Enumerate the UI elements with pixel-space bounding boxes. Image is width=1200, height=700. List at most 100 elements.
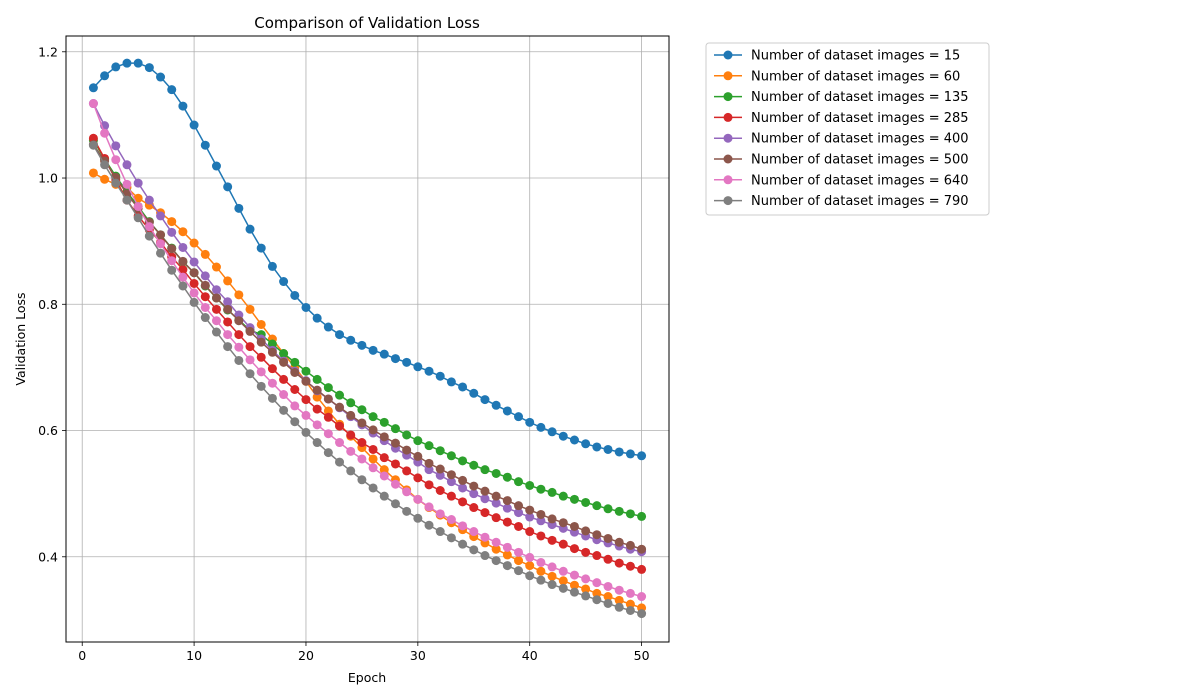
- data-point: [223, 330, 233, 340]
- data-point: [346, 466, 356, 476]
- data-point: [267, 378, 277, 388]
- data-point: [178, 265, 188, 275]
- data-point: [402, 430, 412, 440]
- data-point: [480, 395, 490, 405]
- data-point: [245, 224, 255, 234]
- data-point: [469, 460, 479, 470]
- data-point: [592, 530, 602, 540]
- data-point: [547, 427, 557, 437]
- data-point: [111, 141, 121, 151]
- data-point: [558, 576, 568, 586]
- data-point: [435, 486, 445, 495]
- data-point: [223, 297, 233, 307]
- data-point: [547, 514, 557, 524]
- data-point: [592, 595, 602, 605]
- data-point: [424, 458, 434, 468]
- data-point: [424, 465, 434, 475]
- data-point: [525, 561, 535, 571]
- data-point: [279, 357, 289, 367]
- legend-swatch-marker: [723, 175, 733, 185]
- data-point: [625, 509, 635, 519]
- legend-label: Number of dataset images = 790: [751, 194, 969, 209]
- data-point: [211, 304, 221, 314]
- data-point: [625, 588, 635, 598]
- data-point: [178, 227, 188, 237]
- data-point: [469, 545, 479, 555]
- data-point: [614, 447, 624, 457]
- data-point: [144, 195, 154, 205]
- data-point: [502, 517, 512, 527]
- data-point: [189, 268, 199, 278]
- data-point: [424, 480, 434, 490]
- data-point: [502, 542, 512, 552]
- data-point: [312, 420, 322, 430]
- data-point: [469, 489, 479, 499]
- data-point: [357, 418, 367, 428]
- data-point: [525, 552, 535, 562]
- data-point: [167, 85, 177, 95]
- data-point: [514, 477, 524, 487]
- data-point: [346, 398, 356, 408]
- data-point: [267, 261, 277, 271]
- data-point: [200, 249, 210, 259]
- data-point: [402, 487, 412, 497]
- data-point: [603, 598, 613, 608]
- data-point: [480, 465, 490, 475]
- data-point: [569, 494, 579, 504]
- data-point: [346, 410, 356, 420]
- data-point: [637, 609, 647, 619]
- data-point: [413, 494, 423, 504]
- data-point: [245, 342, 255, 352]
- data-point: [502, 503, 512, 513]
- data-point: [368, 444, 378, 454]
- data-point: [88, 83, 98, 93]
- data-point: [390, 424, 400, 434]
- data-point: [491, 544, 501, 554]
- data-point: [211, 293, 221, 303]
- data-point: [256, 243, 266, 253]
- data-point: [569, 435, 579, 445]
- data-point: [189, 257, 199, 267]
- data-point: [189, 120, 199, 130]
- data-point: [88, 133, 98, 143]
- data-point: [458, 539, 468, 549]
- data-point: [592, 551, 602, 561]
- data-point: [312, 374, 322, 384]
- data-point: [446, 377, 456, 387]
- data-point: [290, 290, 300, 300]
- data-point: [178, 281, 188, 291]
- data-point: [569, 570, 579, 580]
- data-point: [234, 316, 244, 326]
- data-point: [614, 506, 624, 516]
- data-point: [312, 392, 322, 402]
- data-point: [491, 491, 501, 501]
- data-point: [413, 362, 423, 372]
- series-layer: [88, 58, 647, 619]
- data-point: [88, 140, 98, 150]
- legend-swatch-marker: [723, 196, 733, 206]
- data-point: [614, 537, 624, 547]
- data-point: [581, 574, 591, 584]
- data-point: [200, 302, 210, 312]
- data-point: [156, 211, 166, 221]
- data-point: [357, 438, 367, 448]
- data-point: [547, 580, 557, 590]
- legend-swatch-marker: [723, 50, 733, 60]
- data-point: [256, 337, 266, 347]
- data-point: [156, 72, 166, 82]
- data-point: [592, 578, 602, 588]
- data-point: [379, 453, 389, 463]
- data-point: [335, 402, 345, 412]
- data-point: [122, 179, 132, 189]
- data-point: [491, 537, 501, 547]
- data-point: [446, 470, 456, 480]
- data-point: [402, 357, 412, 367]
- data-point: [525, 527, 535, 537]
- data-point: [581, 526, 591, 536]
- data-point: [514, 556, 524, 566]
- data-point: [491, 556, 501, 566]
- data-point: [547, 562, 557, 572]
- data-point: [223, 182, 233, 192]
- data-point: [435, 446, 445, 456]
- data-point: [514, 547, 524, 557]
